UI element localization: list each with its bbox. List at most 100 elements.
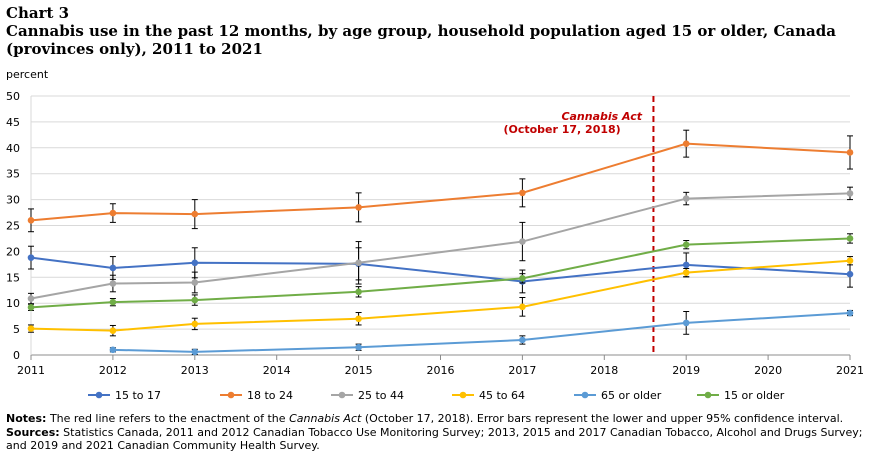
legend-swatch-marker <box>95 391 103 399</box>
notes-text-1: The red line refers to the enactment of … <box>49 412 286 425</box>
notes-line: Notes: The red line refers to the enactm… <box>6 412 870 426</box>
data-point <box>27 325 35 332</box>
data-point <box>109 298 117 306</box>
series-4 <box>109 309 854 356</box>
x-tick-label: 2015 <box>345 364 373 377</box>
data-point <box>109 264 117 272</box>
data-point <box>682 319 690 327</box>
data-point <box>846 257 854 265</box>
y-tick-label: 45 <box>6 116 20 129</box>
sources-text: Statistics Canada, 2011 and 2012 Canadia… <box>6 425 863 453</box>
data-point <box>846 190 854 197</box>
data-point <box>355 288 362 296</box>
series-line <box>30 142 851 222</box>
line-chart: percent 0 5 10 15 20 25 30 35 40 45 50 2011 2012 2013 2… <box>6 68 864 402</box>
legend-item: 65 or older <box>574 389 662 402</box>
data-point <box>846 235 854 242</box>
data-point <box>191 320 199 328</box>
series-2 <box>27 186 854 305</box>
data-point <box>846 270 854 278</box>
data-point <box>355 315 362 323</box>
x-tick-label: 2021 <box>836 364 864 377</box>
data-point <box>519 336 526 344</box>
y-tick-label: 25 <box>6 220 20 233</box>
annotation-label-2: (October 17, 2018) <box>503 123 620 136</box>
sources-line: Sources: Statistics Canada, 2011 and 201… <box>6 426 870 453</box>
data-point <box>682 195 690 202</box>
series-line <box>30 192 851 300</box>
data-point <box>109 209 117 217</box>
y-tick-label: 10 <box>6 297 20 310</box>
data-point <box>355 204 362 211</box>
annotation-label-1: Cannabis Act <box>561 110 642 123</box>
x-tick-label: 2014 <box>263 364 291 377</box>
data-point <box>519 275 526 282</box>
legend-item: 25 to 44 <box>331 389 404 402</box>
y-axis-label: percent <box>6 68 49 81</box>
data-point <box>191 210 199 218</box>
series-line <box>112 312 851 353</box>
chart-notes: Notes: The red line refers to the enactm… <box>6 412 870 453</box>
data-point <box>519 303 526 311</box>
data-point <box>109 280 117 287</box>
legend-item: 15 to 17 <box>88 389 161 402</box>
legend-swatch-marker <box>227 391 235 399</box>
data-point <box>355 343 362 351</box>
x-tick-label: 2019 <box>672 364 700 377</box>
y-tick-label: 50 <box>6 90 20 103</box>
legend-swatch-marker <box>459 391 467 399</box>
x-tick-label: 2012 <box>99 364 127 377</box>
data-point <box>191 279 199 286</box>
legend-label: 18 to 24 <box>247 389 293 402</box>
x-tick-label: 2018 <box>590 364 618 377</box>
notes-text-2: (October 17, 2018). Error bars represent… <box>364 412 844 425</box>
data-point <box>27 304 35 311</box>
legend-label: 25 to 44 <box>358 389 404 402</box>
y-tick-label: 35 <box>6 168 20 181</box>
y-tick-label: 15 <box>6 271 20 284</box>
legend-label: 15 to 17 <box>115 389 161 402</box>
x-tick-label: 2020 <box>754 364 782 377</box>
series-3 <box>27 256 854 337</box>
data-point <box>519 238 526 245</box>
legend-label: 15 or older <box>724 389 785 402</box>
legend-swatch-marker <box>581 391 589 399</box>
y-tick-label: 5 <box>13 323 20 336</box>
series-1 <box>27 129 854 233</box>
legend-label: 45 to 64 <box>479 389 525 402</box>
data-point <box>682 140 690 147</box>
data-point <box>682 269 690 276</box>
data-point <box>682 261 690 269</box>
data-point <box>355 259 362 267</box>
y-tick-label: 20 <box>6 245 20 258</box>
legend-item: 45 to 64 <box>452 389 525 402</box>
data-point <box>191 348 199 356</box>
data-point <box>27 217 35 224</box>
x-tick-label: 2011 <box>17 364 45 377</box>
data-point <box>27 254 35 261</box>
data-point <box>191 259 199 267</box>
chart-title: Cannabis use in the past 12 months, by a… <box>6 22 836 58</box>
data-point <box>846 309 854 317</box>
data-point <box>27 295 35 302</box>
chart-label: Chart 3 <box>6 4 70 22</box>
data-point <box>682 241 690 248</box>
legend-swatch-marker <box>704 391 712 399</box>
legend-item: 15 or older <box>697 389 785 402</box>
data-point <box>109 327 117 334</box>
series-5 <box>27 233 854 311</box>
legend-item: 18 to 24 <box>220 389 293 402</box>
notes-act: Cannabis Act <box>289 412 362 425</box>
legend-swatch-marker <box>338 391 346 399</box>
data-point <box>109 346 117 354</box>
x-tick-label: 2013 <box>181 364 209 377</box>
x-tick-label: 2016 <box>427 364 455 377</box>
y-tick-label: 0 <box>13 349 20 362</box>
y-tick-label: 40 <box>6 142 20 155</box>
legend-label: 65 or older <box>601 389 662 402</box>
data-point <box>846 149 854 156</box>
data-point <box>519 189 526 197</box>
x-tick-label: 2017 <box>508 364 536 377</box>
notes-label: Notes: <box>6 412 47 425</box>
y-tick-label: 30 <box>6 194 20 207</box>
